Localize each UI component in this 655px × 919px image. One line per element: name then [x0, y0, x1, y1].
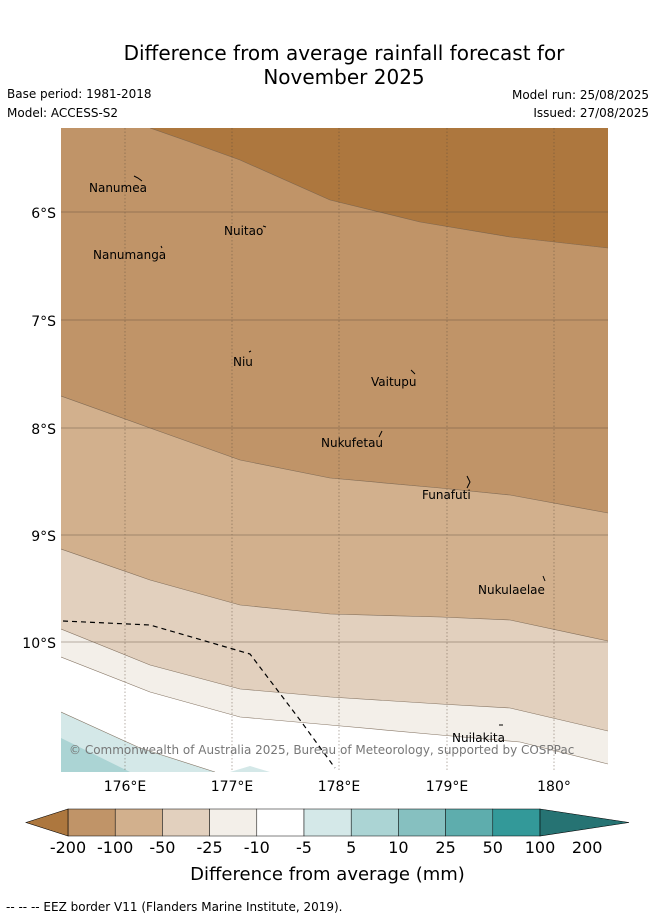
colorbar-tick-label: 100	[524, 838, 556, 857]
model-run: Model run: 25/08/2025	[511, 88, 649, 102]
place-label: Vaitupu	[371, 375, 417, 389]
eez-border	[62, 620, 336, 769]
title-line-1: Difference from average rainfall forecas…	[123, 41, 565, 65]
colorbar-swatch	[162, 808, 210, 837]
issued-date: Issued: 27/08/2025	[533, 106, 649, 120]
lat-label: 8°S	[31, 422, 56, 438]
colorbar-tick-label: 5	[346, 838, 357, 857]
colorbar-swatch	[492, 808, 541, 837]
place-label: Nukufetau	[321, 436, 383, 450]
colorbar-extend-high	[539, 808, 630, 837]
band-minus50	[61, 396, 608, 641]
colorbar-swatch	[256, 808, 305, 837]
place-label: Nukulaelae	[478, 583, 545, 597]
title-line-2: November 2025	[263, 65, 425, 89]
lat-label: 10°S	[22, 636, 56, 652]
colorbar-tick-label: -10	[243, 838, 270, 857]
colorbar-swatch	[67, 808, 116, 837]
colorbar-title: Difference from average (mm)	[190, 864, 465, 885]
model-name: Model: ACCESS-S2	[7, 106, 119, 120]
lat-label: 6°S	[31, 206, 56, 222]
lon-label: 179°E	[426, 779, 469, 795]
place-label: Funafuti	[422, 488, 471, 502]
place-label: Nuilakita	[452, 731, 505, 745]
colorbar-tick-label: 50	[482, 838, 503, 857]
lat-label: 7°S	[31, 314, 56, 330]
lon-label: 178°E	[318, 779, 361, 795]
band-plus10	[61, 738, 130, 772]
colorbar-tick-label: 200	[571, 838, 603, 857]
graticule	[61, 128, 608, 772]
colorbar-tick-label: -25	[196, 838, 223, 857]
lon-label: 177°E	[211, 779, 254, 795]
colorbar-tick-label: -5	[296, 838, 312, 857]
colorbar-swatch	[398, 808, 446, 837]
lat-label: 9°S	[31, 529, 56, 545]
band-minus25	[61, 549, 608, 731]
place-label: Nanumea	[89, 181, 147, 195]
band-minus10	[61, 629, 608, 764]
nukufetau-island	[378, 430, 383, 438]
place-label: Nanumanga	[93, 248, 166, 262]
colorbar-tick-label: -100	[97, 838, 134, 857]
nuitao-island	[262, 225, 267, 228]
nukulaelae-island	[542, 575, 546, 582]
place-label: Nuitao	[224, 224, 263, 238]
nanumea-island	[133, 175, 143, 182]
place-label: Niu	[233, 355, 253, 369]
colorbar-swatch	[114, 808, 163, 837]
lat-labels: 6°S 7°S 8°S 9°S 10°S	[22, 206, 56, 652]
colorbar-swatch	[350, 808, 399, 837]
nanumanga-island	[160, 245, 163, 249]
funafuti-island	[466, 475, 471, 489]
colorbar-tick-label: -200	[49, 838, 87, 857]
base-period: Base period: 1981-2018	[7, 87, 152, 101]
colorbar-swatch	[445, 808, 494, 837]
eez-legend: -- -- -- EEZ border V11 (Flanders Marine…	[6, 900, 343, 914]
colorbar-extend-low	[25, 808, 69, 837]
band-minus100	[61, 128, 608, 513]
band-minus200	[150, 128, 608, 248]
colorbar-tick-label: 25	[435, 838, 456, 857]
band-plus10b	[230, 766, 270, 772]
colorbar-swatch	[303, 808, 352, 837]
vaitupu-island	[410, 369, 416, 375]
copyright-text: © Commonwealth of Australia 2025, Bureau…	[69, 743, 574, 757]
colorbar-swatch	[209, 808, 258, 837]
lon-labels: 176°E 177°E 178°E 179°E 180°	[104, 779, 571, 795]
lon-label: 176°E	[104, 779, 147, 795]
map-body	[61, 128, 608, 772]
colorbar	[25, 808, 630, 837]
island-shapes	[133, 175, 546, 726]
lon-label: 180°	[537, 779, 571, 795]
colorbar-tick-label: 10	[388, 838, 409, 857]
niu-island	[248, 350, 252, 353]
map-title: Difference from average rainfall forecas…	[0, 41, 655, 89]
place-labels: Nanumea Nuitao Nanumanga Niu Vaitupu Nuk…	[89, 181, 545, 745]
colorbar-tick-label: -50	[149, 838, 176, 857]
